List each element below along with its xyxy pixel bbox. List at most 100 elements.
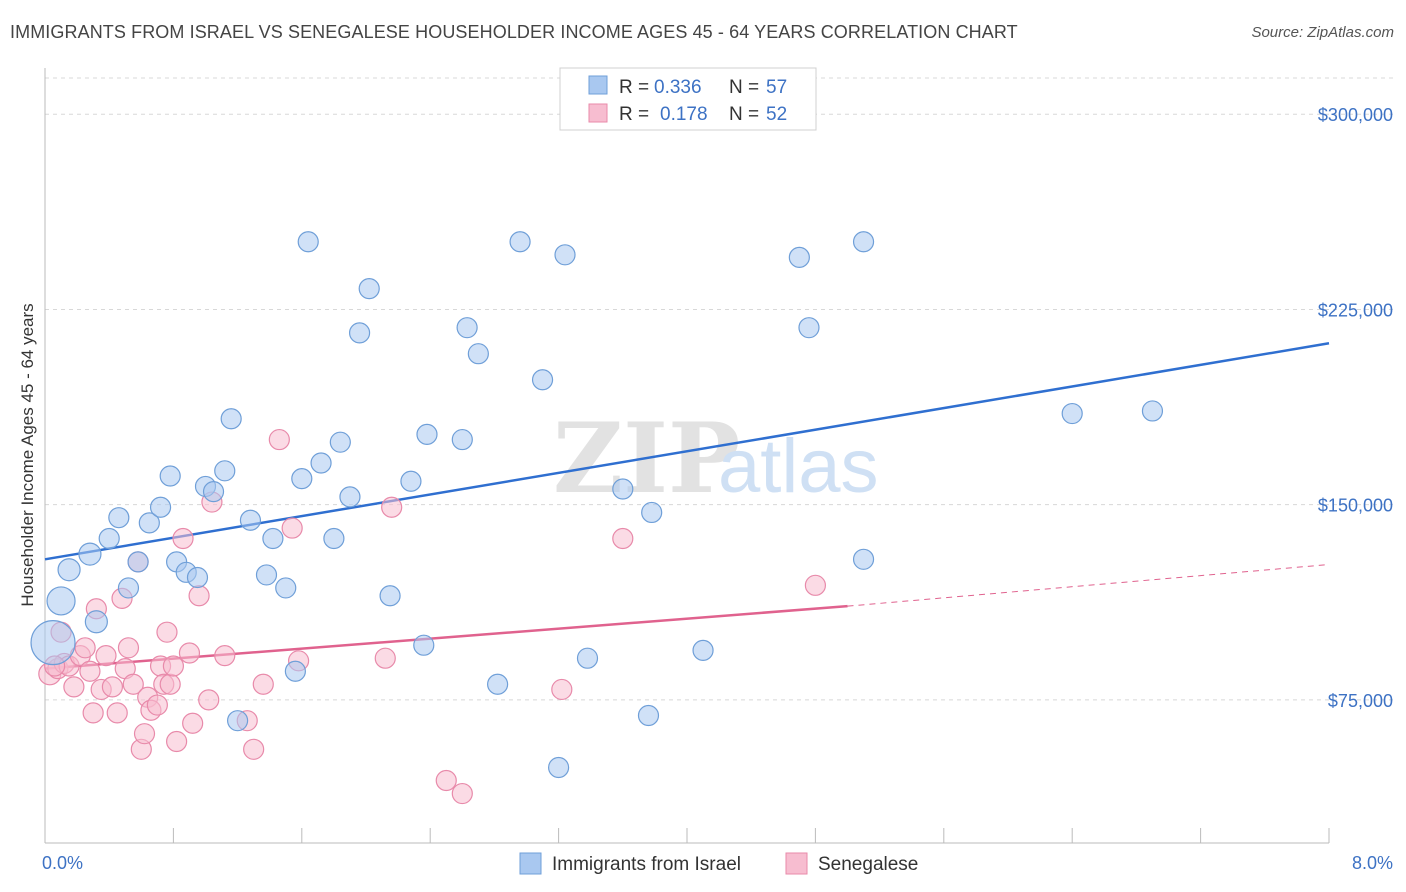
bottom-legend: Immigrants from Israel Senegalese <box>519 852 918 875</box>
israel-point-41 <box>509 231 531 253</box>
israel-trend-line <box>44 342 1330 561</box>
israel-point-28 <box>323 527 345 550</box>
israel-point-32 <box>358 278 380 300</box>
israel-point-38 <box>456 317 478 339</box>
israel-point-24 <box>284 660 306 682</box>
israel-point-29 <box>329 431 351 453</box>
israel-point-3 <box>78 542 102 566</box>
bottom-legend-israel-swatch <box>519 852 542 875</box>
israel-point-19 <box>227 710 249 732</box>
x-tick-label-1: 8.0% <box>1352 853 1393 873</box>
senegal-point-39 <box>243 738 265 760</box>
senegal-point-35 <box>198 689 220 711</box>
israel-point-22 <box>262 527 284 550</box>
top-legend: R = 0.336 N = 57 R = 0.178 N = 52 <box>559 67 817 131</box>
x-tick-labels: 0.0% 8.0% <box>42 853 1393 873</box>
senegal-point-42 <box>281 517 303 539</box>
senegal-point-29 <box>162 655 184 677</box>
legend-senegal-swatch <box>588 103 608 123</box>
israel-point-52 <box>852 548 875 570</box>
legend-senegal-n: 52 <box>766 104 787 125</box>
israel-point-21 <box>255 564 278 586</box>
israel-point-51 <box>798 317 820 339</box>
israel-point-17 <box>214 460 236 482</box>
senegal-point-7 <box>74 637 96 659</box>
senegal-point-45 <box>381 496 403 518</box>
senegal-point-48 <box>551 678 573 701</box>
senegal-point-41 <box>268 428 290 451</box>
israel-point-50 <box>788 246 810 268</box>
y-tick-label-3: $300,000 <box>1318 105 1393 125</box>
senegal-point-28 <box>159 673 181 695</box>
senegal-point-14 <box>106 702 128 724</box>
israel-point-11 <box>159 465 181 487</box>
senegal-point-30 <box>166 730 188 753</box>
legend-senegal-n-label: N = <box>729 104 759 125</box>
israel-point-40 <box>487 673 509 695</box>
watermark-atlas: atlas <box>718 424 879 509</box>
senegal-point-8 <box>79 660 101 682</box>
israel-point-20 <box>239 509 262 531</box>
senegal-point-9 <box>82 702 104 724</box>
israel-point-8 <box>127 551 149 573</box>
senegal-point-5 <box>63 676 85 698</box>
israel-point-37 <box>451 428 473 451</box>
legend-israel-r-label: R = <box>619 77 649 98</box>
israel-point-49 <box>692 639 714 662</box>
israel-point-36 <box>416 423 438 445</box>
grid-lines <box>45 77 1395 701</box>
senegal-point-17 <box>117 637 140 659</box>
israel-point-10 <box>149 496 172 518</box>
source-label: Source: ZipAtlas.com <box>1251 24 1394 41</box>
bottom-legend-senegal-label: Senegalese <box>818 854 918 875</box>
israel-point-48 <box>641 501 663 524</box>
israel-point-2 <box>57 558 81 582</box>
senegal-point-27 <box>156 621 178 643</box>
senegal-point-44 <box>374 647 396 669</box>
senegal-point-33 <box>182 712 204 734</box>
senegal-point-21 <box>133 723 156 745</box>
senegal-point-47 <box>451 782 473 805</box>
israel-point-43 <box>547 756 570 779</box>
israel-point-18 <box>220 408 242 430</box>
senegal-point-18 <box>122 673 144 695</box>
israel-point-0 <box>30 619 76 666</box>
senegal-point-13 <box>101 676 124 698</box>
israel-point-23 <box>275 577 297 599</box>
israel-point-46 <box>612 478 634 500</box>
x-tick-label-0: 0.0% <box>42 853 83 873</box>
israel-point-39 <box>467 343 489 365</box>
senegal-point-50 <box>804 574 827 596</box>
senegal-point-32 <box>178 642 201 664</box>
israel-point-34 <box>400 470 422 492</box>
senegal-point-49 <box>612 527 634 550</box>
y-tick-label-0: $75,000 <box>1328 691 1393 711</box>
y-tick-labels: $75,000 $150,000 $225,000 $300,000 <box>1318 105 1393 711</box>
israel-point-5 <box>98 527 120 550</box>
israel-point-54 <box>1061 402 1083 425</box>
israel-point-35 <box>413 634 435 656</box>
y-tick-label-1: $150,000 <box>1318 496 1393 516</box>
senegal-point-46 <box>435 769 457 792</box>
israel-point-33 <box>379 585 401 607</box>
senegal-point-31 <box>172 527 194 550</box>
israel-point-1 <box>46 586 76 616</box>
legend-israel-swatch <box>588 75 608 95</box>
senegal-point-40 <box>252 673 274 695</box>
israel-point-14 <box>186 566 209 589</box>
israel-point-26 <box>297 231 319 253</box>
israel-point-30 <box>339 486 361 508</box>
watermark: ZIP atlas <box>553 402 879 515</box>
bottom-legend-senegal-swatch <box>785 852 808 875</box>
legend-senegal-r-label: R = <box>619 104 649 125</box>
legend-senegal-r: 0.178 <box>660 104 708 125</box>
israel-point-27 <box>310 452 332 474</box>
israel-point-16 <box>202 481 225 503</box>
y-axis-label: Householder Income Ages 45 - 64 years <box>18 303 37 606</box>
israel-point-55 <box>1141 400 1164 422</box>
chart-title: IMMIGRANTS FROM ISRAEL VS SENEGALESE HOU… <box>10 22 1018 42</box>
israel-point-42 <box>531 369 554 391</box>
israel-point-47 <box>637 704 660 727</box>
israel-point-25 <box>291 468 313 490</box>
